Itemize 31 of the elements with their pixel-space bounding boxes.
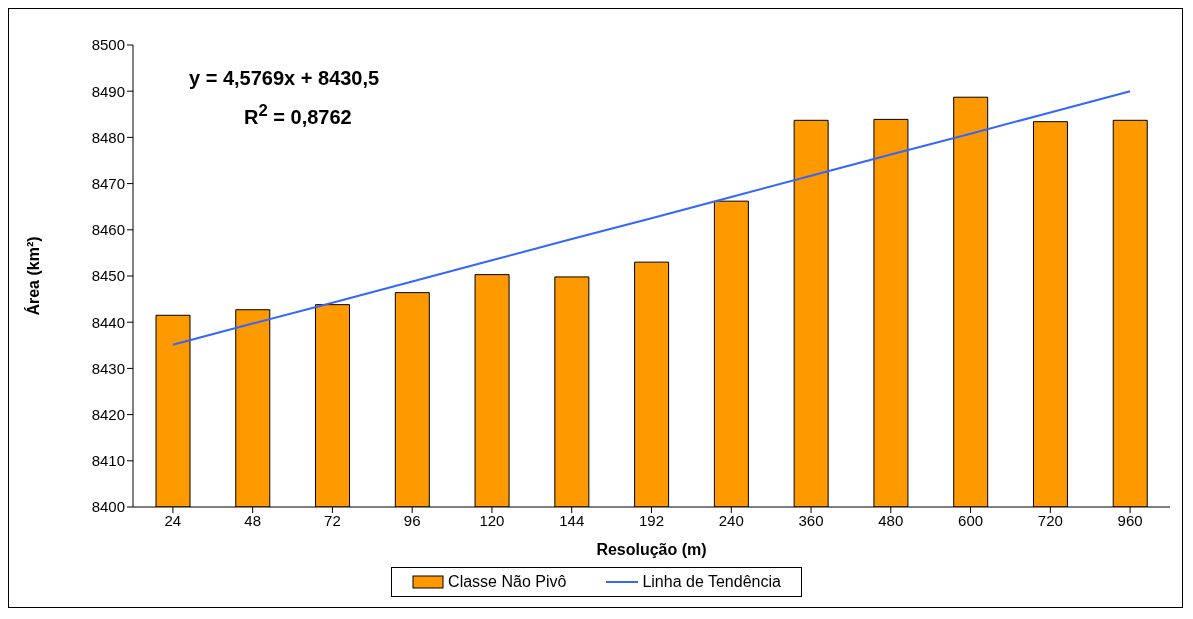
legend-label: Linha de Tendência <box>641 573 781 591</box>
x-tick-label: 720 <box>1037 511 1063 529</box>
legend-label: Classe Não Pivô <box>447 573 567 591</box>
y-tick-label: 8410 <box>91 452 125 470</box>
x-tick-label: 480 <box>878 511 904 529</box>
x-tick-label: 120 <box>479 511 505 529</box>
y-tick-label: 8470 <box>91 174 125 192</box>
y-tick-label: 8450 <box>91 267 125 285</box>
y-axis-title: Área (km²) <box>23 236 42 316</box>
annotation: y = 4,5769x + 8430,5 <box>189 67 380 90</box>
x-tick-label: 96 <box>403 511 421 529</box>
x-tick-label: 144 <box>559 511 585 529</box>
x-tick-label: 240 <box>718 511 744 529</box>
y-tick-label: 8460 <box>91 221 125 239</box>
x-tick-label: 960 <box>1117 511 1143 529</box>
y-tick-label: 8400 <box>91 498 125 516</box>
x-tick-label: 360 <box>798 511 824 529</box>
x-axis-title: Resolução (m) <box>596 541 707 558</box>
y-tick-label: 8500 <box>91 36 125 54</box>
x-tick-label: 192 <box>638 511 665 529</box>
annotation: R$^{2}$ = 0,8762 <box>244 101 352 129</box>
x-tick-label: 600 <box>958 511 984 529</box>
y-tick-label: 8480 <box>91 128 125 146</box>
x-tick-label: 24 <box>164 511 182 529</box>
x-tick-label: 72 <box>324 511 341 529</box>
x-tick-label: 48 <box>244 511 261 529</box>
line-series <box>171 90 1132 346</box>
y-tick-label: 8440 <box>91 313 125 331</box>
y-tick-label: 8430 <box>91 359 125 377</box>
y-tick-label: 8420 <box>91 405 125 423</box>
y-tick-label: 8490 <box>91 82 125 100</box>
